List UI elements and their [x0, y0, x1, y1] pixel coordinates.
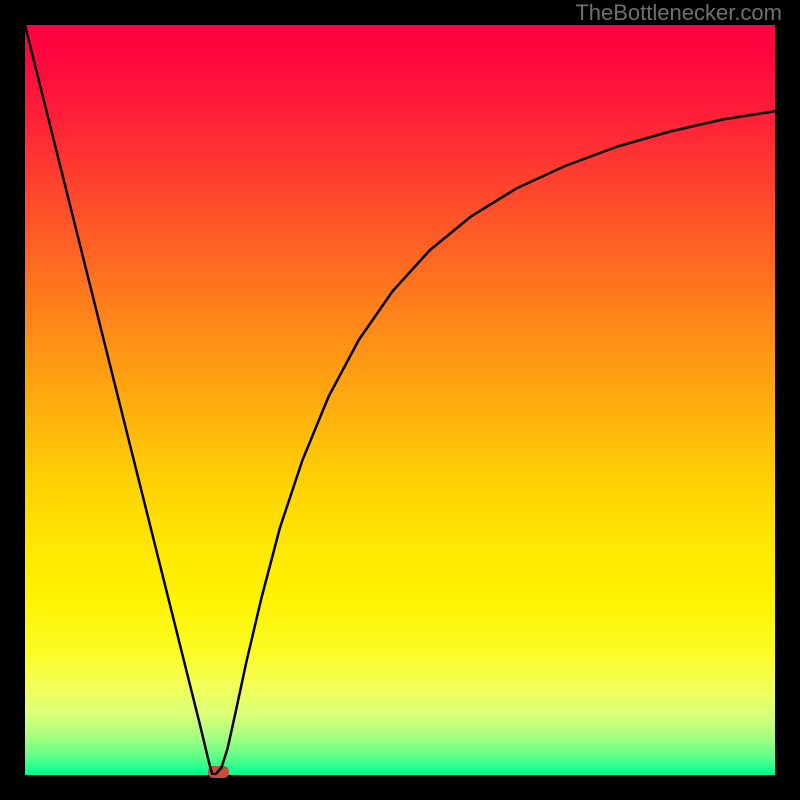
watermark-link[interactable]: TheBottlenecker.com [575, 0, 782, 26]
bottleneck-chart-canvas [0, 0, 800, 800]
chart-container: TheBottlenecker.com [0, 0, 800, 800]
